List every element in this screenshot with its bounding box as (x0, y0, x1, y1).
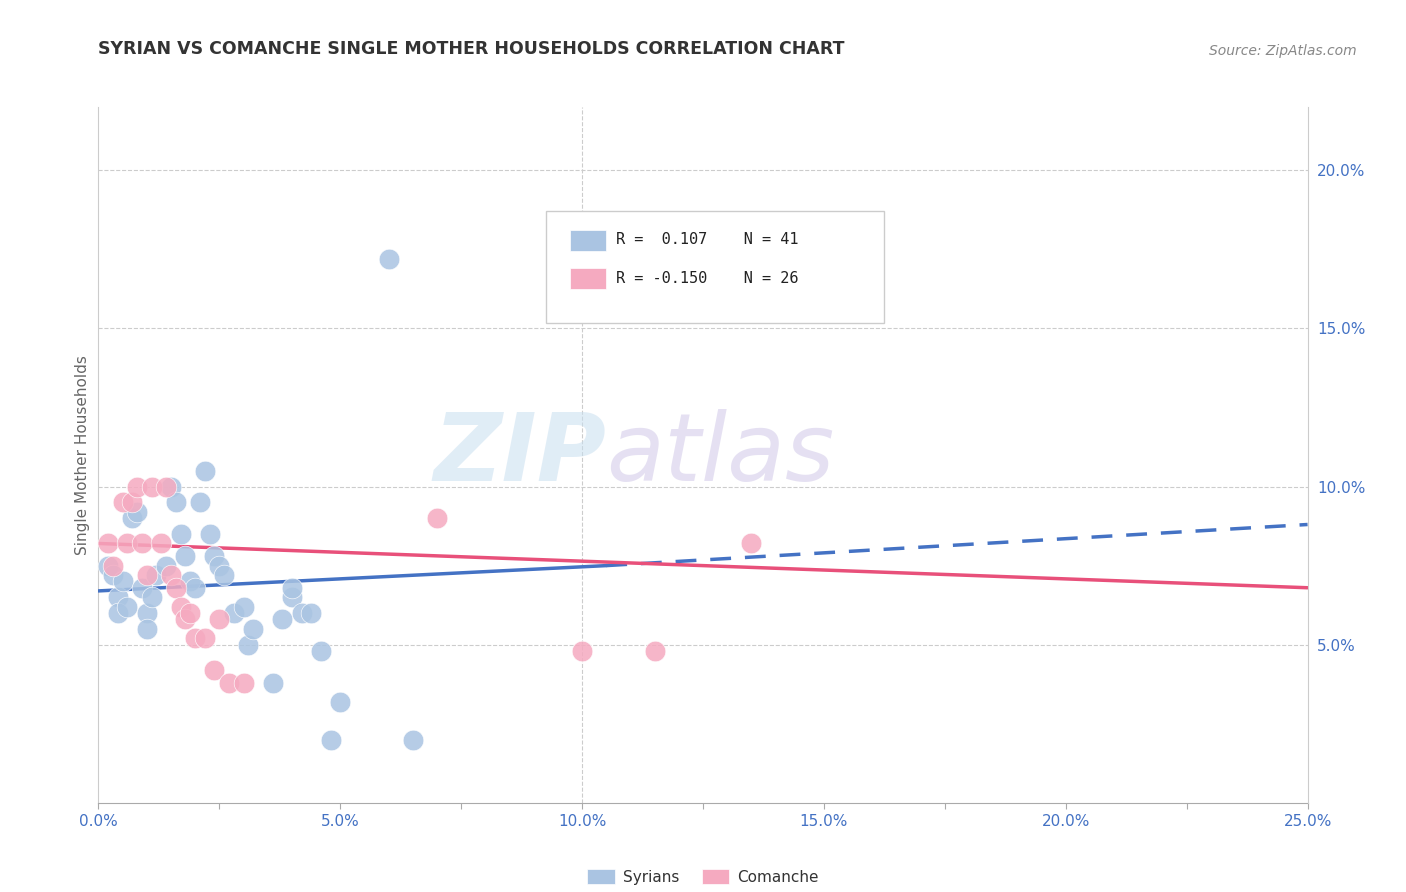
Point (127, 479, 149, 493)
Point (135, 568, 157, 582)
Point (262, 675, 284, 690)
Point (97, 558, 120, 573)
Point (402, 732, 425, 747)
Point (644, 644, 666, 658)
Point (194, 464, 217, 478)
Point (131, 536, 153, 550)
Point (141, 479, 163, 493)
Point (174, 612, 197, 626)
Point (169, 599, 191, 614)
Point (160, 568, 183, 582)
Point (571, 644, 593, 658)
Point (131, 581, 153, 595)
Point (208, 612, 231, 626)
Point (155, 558, 177, 573)
Point (111, 495, 134, 509)
Point (107, 606, 129, 620)
Point (117, 536, 139, 550)
Point (281, 591, 304, 605)
Point (377, 252, 399, 266)
Y-axis label: Single Mother Households: Single Mother Households (75, 355, 90, 555)
Text: atlas: atlas (606, 409, 835, 500)
Point (208, 558, 231, 573)
Point (160, 479, 183, 493)
Point (299, 606, 322, 620)
Point (184, 581, 207, 595)
Point (101, 558, 124, 573)
Point (319, 732, 342, 747)
Point (232, 675, 254, 690)
Text: SYRIAN VS COMANCHE SINGLE MOTHER HOUSEHOLDS CORRELATION CHART: SYRIAN VS COMANCHE SINGLE MOTHER HOUSEHO… (98, 40, 845, 58)
Point (179, 606, 201, 620)
Point (198, 527, 221, 541)
Point (242, 622, 264, 636)
Point (117, 599, 139, 614)
Point (281, 581, 304, 595)
Point (127, 505, 149, 519)
FancyBboxPatch shape (569, 230, 606, 251)
Point (426, 511, 449, 525)
Text: ZIP: ZIP (433, 409, 606, 501)
Text: R =  0.107    N = 41: R = 0.107 N = 41 (616, 233, 799, 247)
Point (188, 495, 211, 509)
Point (141, 591, 163, 605)
Point (111, 574, 134, 589)
Point (135, 606, 157, 620)
FancyBboxPatch shape (546, 211, 884, 323)
Point (218, 675, 240, 690)
Point (194, 632, 217, 646)
Point (222, 606, 245, 620)
Text: R = -0.150    N = 26: R = -0.150 N = 26 (616, 270, 799, 285)
Point (107, 591, 129, 605)
Text: Source: ZipAtlas.com: Source: ZipAtlas.com (1209, 44, 1357, 58)
Point (165, 581, 187, 595)
Point (238, 638, 260, 652)
Point (212, 568, 235, 582)
Point (309, 644, 332, 658)
Point (97, 536, 120, 550)
Point (135, 622, 157, 636)
Point (155, 479, 177, 493)
Point (329, 695, 352, 709)
Point (150, 536, 173, 550)
Point (232, 599, 254, 614)
Point (169, 527, 191, 541)
Point (101, 568, 124, 582)
Point (271, 612, 294, 626)
Legend: Syrians, Comanche: Syrians, Comanche (581, 863, 825, 891)
Point (204, 549, 226, 563)
Point (174, 549, 197, 563)
Point (179, 574, 201, 589)
Point (121, 495, 143, 509)
Point (165, 495, 187, 509)
Point (121, 511, 143, 525)
FancyBboxPatch shape (569, 268, 606, 289)
Point (740, 536, 762, 550)
Point (204, 663, 226, 677)
Point (290, 606, 312, 620)
Point (184, 632, 207, 646)
Point (145, 568, 167, 582)
